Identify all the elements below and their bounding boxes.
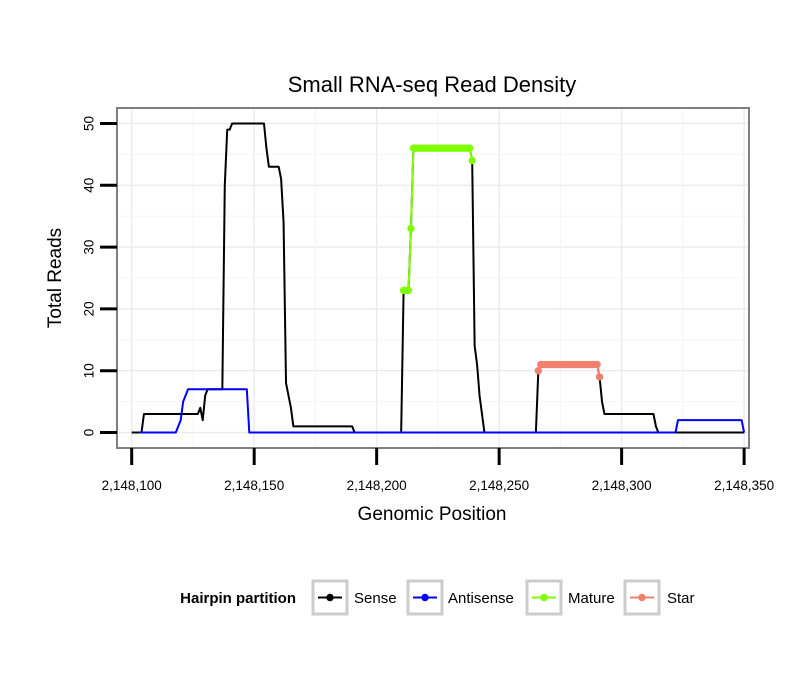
legend-title: Hairpin partition (180, 590, 296, 607)
legend-label: Star (667, 590, 695, 607)
legend: Hairpin partition Sense Antisense Mature St… (180, 579, 695, 616)
x-tick-label: 2,148,200 (347, 478, 407, 493)
legend-item-star: Star (623, 579, 695, 616)
y-tick-label: 20 (82, 301, 97, 316)
data-point-star (595, 373, 604, 381)
x-axis-title: Genomic Position (358, 504, 507, 525)
x-tick-label: 2,148,250 (469, 478, 529, 493)
series-layer (131, 122, 746, 434)
legend-label: Mature (568, 590, 615, 607)
x-tick-label: 2,148,150 (224, 478, 284, 493)
x-tick-label: 2,148,100 (102, 478, 162, 493)
data-point-mature (466, 144, 474, 152)
y-axis-title: Total Reads (45, 228, 66, 328)
x-tick-label: 2,148,350 (714, 478, 774, 493)
y-tick-label: 10 (82, 363, 97, 378)
data-point-mature (407, 224, 415, 233)
legend-key-point (638, 593, 646, 602)
series-star (534, 360, 604, 381)
legend-item-mature: Mature (525, 579, 615, 616)
legend-label: Antisense (448, 590, 514, 607)
y-tick-label: 0 (82, 429, 97, 437)
x-tick-label: 2,148,300 (592, 478, 652, 493)
chart-title: Small RNA-seq Read Density (288, 72, 577, 97)
legend-item-antisense: Antisense (406, 579, 514, 616)
legend-label: Sense (354, 590, 397, 607)
legend-item-sense: Sense (311, 579, 397, 616)
y-tick-label: 30 (82, 240, 97, 255)
data-point-star (593, 360, 601, 369)
plot-border (116, 107, 750, 449)
data-point-star (534, 367, 543, 375)
x-axis: 2,148,100 2,148,150 2,148,200 2,148,250 2,14… (102, 448, 774, 493)
legend-key-point (421, 593, 429, 602)
data-point-mature (468, 156, 476, 165)
legend-key-point (326, 593, 334, 602)
series-antisense (139, 388, 746, 434)
y-tick-label: 50 (82, 116, 97, 131)
y-axis: 0 10 20 30 40 50 (82, 116, 117, 436)
legend-key-point (540, 593, 548, 602)
series-line-antisense (139, 388, 746, 434)
series-mature (399, 144, 476, 295)
data-point-mature (404, 286, 413, 295)
y-tick-label: 40 (82, 178, 97, 193)
